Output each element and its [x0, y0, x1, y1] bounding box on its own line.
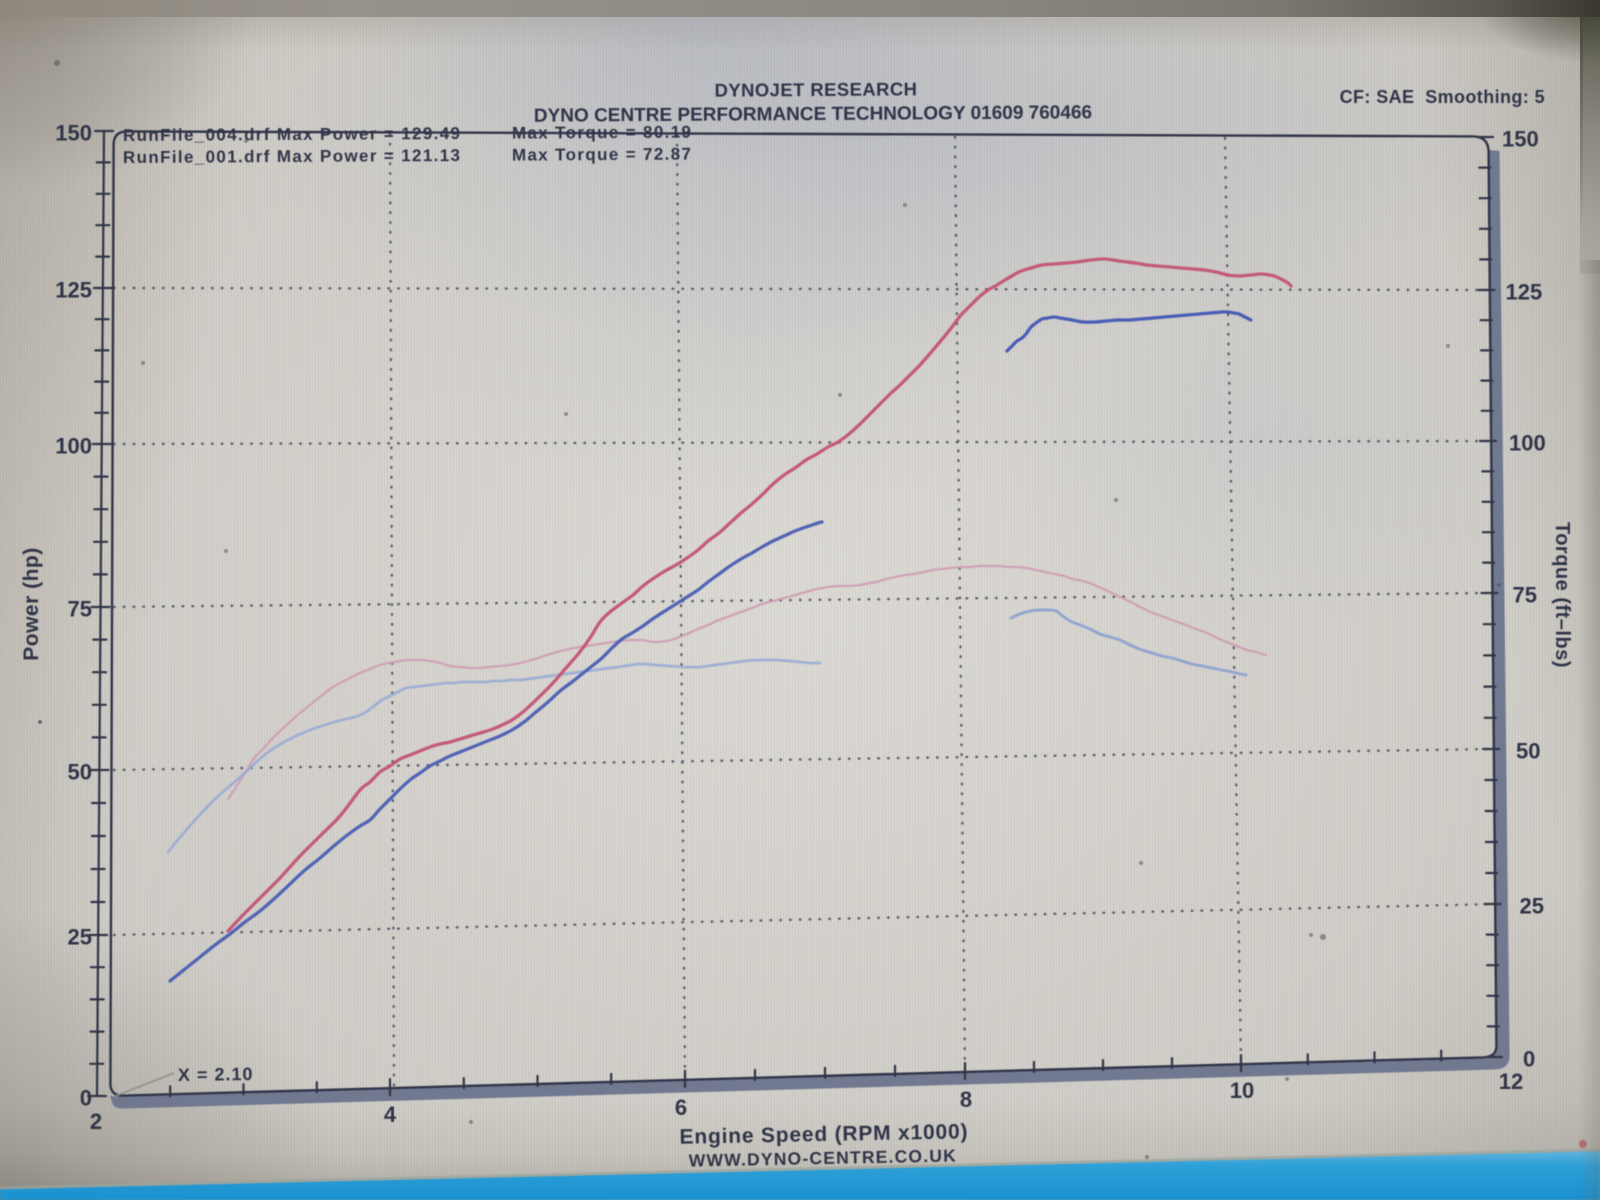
- svg-text:RunFile_001.drf Max Power = 12: RunFile_001.drf Max Power = 121.13 Max To…: [123, 145, 692, 167]
- svg-text:75: 75: [1513, 583, 1537, 608]
- svg-text:Power (hp): Power (hp): [20, 547, 43, 661]
- svg-text:10: 10: [1230, 1078, 1254, 1103]
- svg-text:25: 25: [1520, 894, 1544, 919]
- svg-text:150: 150: [1502, 127, 1539, 152]
- svg-text:DYNO CENTRE PERFORMANCE TECHNO: DYNO CENTRE PERFORMANCE TECHNOLOGY 01609…: [534, 102, 1092, 126]
- svg-text:Torque (ft–lbs): Torque (ft–lbs): [1551, 522, 1573, 668]
- svg-text:DYNOJET RESEARCH: DYNOJET RESEARCH: [715, 78, 918, 100]
- svg-text:75: 75: [68, 597, 92, 622]
- svg-text:50: 50: [68, 760, 92, 785]
- svg-text:0: 0: [80, 1086, 92, 1111]
- svg-text:100: 100: [55, 434, 92, 459]
- svg-text:2: 2: [90, 1109, 102, 1134]
- svg-text:CF: SAE Smoothing: 5: CF: SAE Smoothing: 5: [1340, 87, 1545, 107]
- svg-text:125: 125: [55, 278, 92, 303]
- svg-text:150: 150: [55, 121, 92, 146]
- svg-text:0: 0: [1523, 1047, 1535, 1072]
- svg-text:Engine Speed (RPM x1000): Engine Speed (RPM x1000): [679, 1120, 968, 1149]
- svg-text:X = 2.10: X = 2.10: [178, 1064, 254, 1085]
- svg-text:12: 12: [1499, 1069, 1523, 1094]
- svg-text:8: 8: [960, 1087, 972, 1112]
- svg-text:125: 125: [1506, 280, 1543, 305]
- svg-text:4: 4: [384, 1102, 397, 1127]
- svg-text:RunFile_004.drf Max Power = 12: RunFile_004.drf Max Power = 129.49 Max To…: [123, 123, 692, 145]
- svg-text:25: 25: [68, 925, 92, 950]
- svg-text:50: 50: [1516, 739, 1540, 764]
- svg-text:100: 100: [1509, 431, 1546, 456]
- svg-text:6: 6: [675, 1095, 687, 1120]
